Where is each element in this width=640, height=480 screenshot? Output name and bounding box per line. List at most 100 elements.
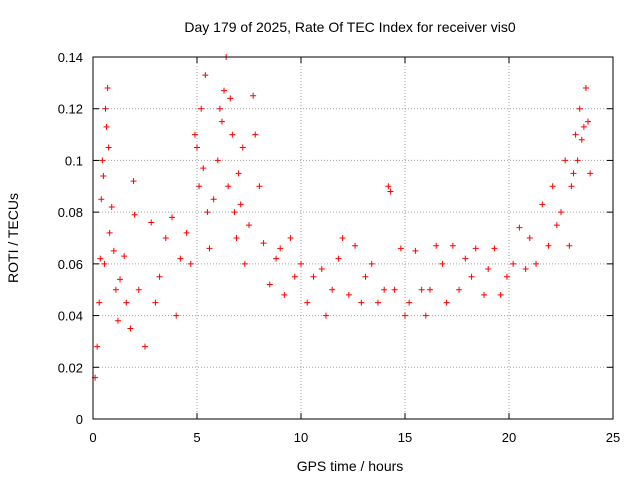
data-point [485,266,492,273]
data-point [97,255,104,262]
chart-title: Day 179 of 2025, Rate Of TEC Index for r… [184,19,515,35]
data-point [194,144,200,151]
data-point [156,273,163,280]
data-point [114,317,121,324]
data-point [239,144,246,151]
x-tick-label: 5 [193,430,200,445]
data-point [225,183,232,190]
x-tick-label: 15 [398,430,412,445]
data-point [177,255,184,262]
data-point [516,224,523,231]
data-point [582,85,589,92]
y-tick-label: 0.1 [65,153,83,168]
y-tick-label: 0.14 [58,50,83,65]
data-point [439,260,446,267]
data-point [110,247,117,254]
data-point [385,183,392,190]
x-tick-label: 10 [294,430,308,445]
data-point [218,118,225,125]
y-tick-label: 0.08 [58,205,83,220]
grid-lines [93,57,613,419]
data-point [568,183,575,190]
data-point [237,201,244,208]
data-point [102,105,109,112]
data-point [187,260,194,267]
data-point [235,170,242,177]
data-point [277,245,284,252]
data-point [345,291,352,298]
data-point [522,266,529,273]
data-point [443,299,450,306]
data-point [99,157,106,164]
data-point [117,276,124,283]
data-point [318,266,325,273]
data-point [335,255,342,262]
data-point [246,222,252,229]
data-point [545,242,552,249]
data-point [135,286,142,293]
data-point [456,286,463,293]
data-point [130,178,137,185]
x-tick-label: 20 [502,430,516,445]
x-axis-label: GPS time / hours [297,458,404,474]
data-point [576,105,583,112]
data-point [216,105,223,112]
data-point [103,123,110,130]
data-point [106,229,113,236]
data-point [510,260,517,267]
data-point [96,299,103,306]
data-point [574,157,581,164]
data-point [196,183,203,190]
data-point [148,219,155,226]
data-point [202,72,209,79]
data-point [173,312,180,319]
data-point [539,201,546,208]
data-point [105,144,112,151]
data-point [256,183,263,190]
data-point [100,172,107,179]
data-point [433,242,440,249]
data-point [481,291,488,298]
data-point [260,240,267,247]
y-tick-label: 0.12 [58,102,83,117]
data-point [462,255,469,262]
data-point [127,325,134,332]
data-point [152,299,159,306]
data-point [273,255,280,262]
axis-ticks: 0 5 10 15 20 25 0 0.02 0.04 0.06 0.08 0.1 0.12 0.14 [58,50,621,445]
data-point [233,235,240,241]
data-point [585,118,592,125]
data-point [229,131,236,138]
data-point [214,157,221,164]
data-point [204,209,211,216]
data-point [169,214,176,221]
data-point [358,299,365,306]
x-tick-label: 0 [89,430,96,445]
y-tick-label: 0.02 [58,360,83,375]
data-point [549,183,556,190]
data-point [250,92,257,99]
data-point [112,286,119,293]
data-point [449,242,456,249]
data-point [368,260,375,267]
data-point [162,235,169,241]
data-point [298,260,304,267]
data-points [92,54,594,381]
data-point [304,299,311,306]
data-point [418,286,425,293]
data-point [206,245,213,252]
data-point [468,273,475,280]
data-point [562,157,569,164]
data-point [362,273,369,280]
data-point [142,343,148,350]
data-point [281,291,288,298]
data-point [322,312,329,319]
data-point [191,131,198,138]
data-point [227,95,234,102]
y-axis-label: ROTI / TECUs [5,193,21,283]
data-point [200,165,207,172]
data-point [98,196,105,203]
data-point [472,245,479,252]
